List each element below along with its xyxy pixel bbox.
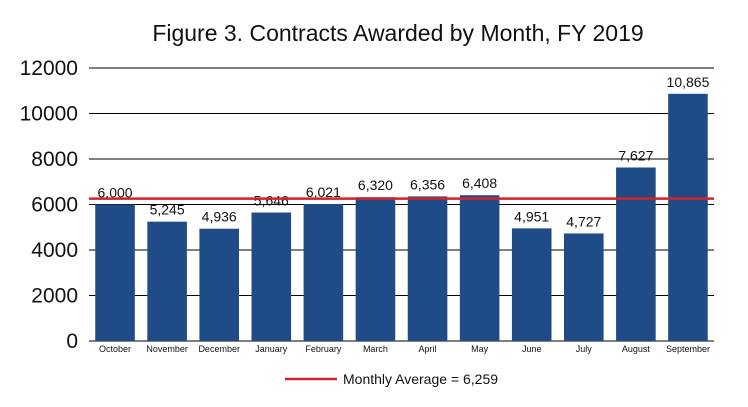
y-tick-label-0: 0 bbox=[66, 330, 78, 353]
bar-july bbox=[564, 233, 604, 341]
y-tick-label-8000: 8000 bbox=[31, 148, 78, 171]
data-label-november: 5,245 bbox=[150, 202, 185, 218]
x-tick-label-february: February bbox=[305, 344, 342, 354]
y-tick-label-12000: 12000 bbox=[20, 57, 78, 80]
data-label-june: 4,951 bbox=[514, 208, 549, 224]
data-label-april: 6,356 bbox=[410, 176, 445, 192]
data-label-september: 10,865 bbox=[667, 74, 710, 90]
x-tick-label-january: January bbox=[255, 344, 288, 354]
data-label-october: 6,000 bbox=[98, 185, 133, 201]
x-tick-label-july: July bbox=[576, 344, 593, 354]
y-tick-label-6000: 6000 bbox=[31, 194, 78, 217]
bar-may bbox=[459, 195, 500, 341]
chart-title: Figure 3. Contracts Awarded by Month, FY… bbox=[152, 20, 643, 46]
y-tick-label-10000: 10000 bbox=[20, 103, 78, 126]
x-tick-label-may: May bbox=[471, 344, 489, 354]
bar-october bbox=[95, 204, 135, 341]
data-label-december: 4,936 bbox=[202, 209, 237, 225]
data-label-january: 5,646 bbox=[254, 193, 289, 209]
x-tick-label-june: June bbox=[522, 344, 542, 354]
y-axis-tick-labels: 0 2000 4000 6000 8000 10000 12000 bbox=[20, 57, 78, 353]
y-tick-label-4000: 4000 bbox=[31, 239, 78, 262]
data-label-february: 6,021 bbox=[306, 184, 341, 200]
x-tick-label-december: December bbox=[198, 344, 240, 354]
x-tick-label-october: October bbox=[99, 344, 131, 354]
bar-february bbox=[303, 204, 344, 341]
x-tick-label-august: August bbox=[622, 344, 651, 354]
y-tick-label-2000: 2000 bbox=[31, 285, 78, 308]
gridlines bbox=[89, 67, 714, 342]
bar-april bbox=[407, 196, 448, 341]
bar-june bbox=[511, 228, 552, 341]
bar-september bbox=[668, 93, 708, 341]
data-label-july: 4,727 bbox=[566, 213, 601, 229]
bar-january bbox=[251, 212, 292, 341]
bar-november bbox=[147, 221, 187, 341]
x-tick-label-november: November bbox=[146, 344, 188, 354]
data-label-march: 6,320 bbox=[358, 177, 393, 193]
bar-december bbox=[199, 228, 239, 341]
x-tick-label-march: March bbox=[363, 344, 388, 354]
bar-march bbox=[355, 197, 396, 341]
data-label-august: 7,627 bbox=[618, 147, 653, 163]
bar-august bbox=[616, 167, 656, 341]
legend-label-monthly-average: Monthly Average = 6,259 bbox=[343, 371, 498, 387]
bar-value-labels: 6,000 5,245 4,936 5,646 6,021 6,320 6,356 6,408… bbox=[98, 74, 710, 230]
x-axis-tick-labels: October November December January February Ma… bbox=[99, 344, 710, 354]
x-tick-label-april: April bbox=[419, 344, 437, 354]
bars bbox=[95, 93, 708, 341]
data-label-may: 6,408 bbox=[462, 175, 497, 191]
legend: Monthly Average = 6,259 bbox=[285, 371, 498, 387]
x-tick-label-september: September bbox=[666, 344, 710, 354]
